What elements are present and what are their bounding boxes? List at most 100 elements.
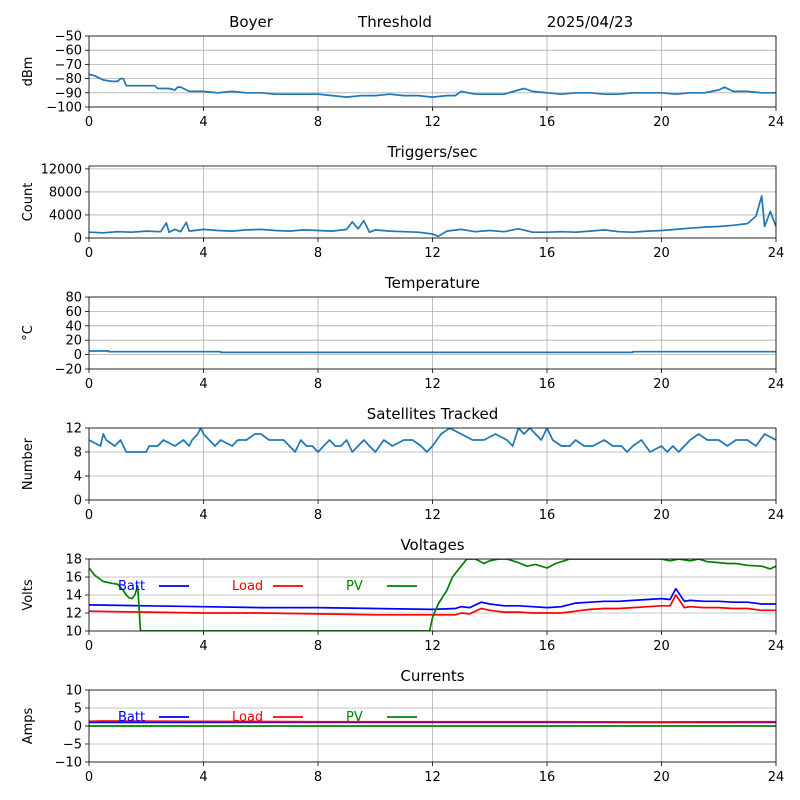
x-tick-label: 0 xyxy=(85,115,93,130)
header-label: Threshold xyxy=(357,13,432,31)
x-tick-label: 0 xyxy=(85,246,93,261)
x-tick-label: 16 xyxy=(539,246,556,261)
series-line-pv xyxy=(89,559,776,631)
panel-triggers: 0 4 8 12 16 20 24 0 4000 8000 12000 Triggers/sec Cou… xyxy=(21,143,784,261)
x-tick-label: 12 xyxy=(424,246,441,261)
legend-label-load: Load xyxy=(232,579,263,594)
x-tick-label: 12 xyxy=(424,115,441,130)
x-tick-label: 20 xyxy=(653,115,670,130)
plot-frame xyxy=(88,165,777,239)
x-tick-label: 20 xyxy=(653,639,670,654)
series-line-load xyxy=(89,594,776,616)
header-date: 2025/04/23 xyxy=(547,13,633,31)
plot-frame xyxy=(88,35,777,108)
chart-title: Voltages xyxy=(400,536,464,554)
y-axis-label: Count xyxy=(21,183,36,222)
x-tick-label: 16 xyxy=(539,377,556,392)
y-tick-label: 12 xyxy=(65,607,82,622)
plot-frame xyxy=(88,427,777,501)
x-tick-label: 4 xyxy=(199,770,207,785)
y-tick-label: 20 xyxy=(65,334,82,349)
x-tick-label: 12 xyxy=(424,508,441,523)
y-tick-label: −20 xyxy=(55,363,82,378)
x-tick-label: 16 xyxy=(539,639,556,654)
chart-title: Triggers/sec xyxy=(387,143,478,161)
plot-frame xyxy=(88,558,777,632)
y-axis-label: Volts xyxy=(21,579,36,611)
y-tick-label: 4000 xyxy=(49,208,82,223)
x-tick-label: 8 xyxy=(314,639,322,654)
y-tick-label: 14 xyxy=(65,589,82,604)
y-axis-label: Number xyxy=(21,437,36,490)
x-tick-label: 24 xyxy=(768,377,785,392)
x-tick-label: 20 xyxy=(653,246,670,261)
series-line-load xyxy=(89,720,776,723)
x-tick-label: 24 xyxy=(768,770,785,785)
header-site: Boyer xyxy=(229,13,274,31)
y-tick-label: −90 xyxy=(55,86,82,101)
plot-frame xyxy=(88,689,777,763)
y-tick-label: 12 xyxy=(65,422,82,437)
x-tick-label: 8 xyxy=(314,377,322,392)
legend-label-pv: PV xyxy=(346,710,363,725)
y-tick-label: 4 xyxy=(74,470,82,485)
x-tick-label: 24 xyxy=(768,639,785,654)
series-line xyxy=(89,195,776,238)
chart-title: Currents xyxy=(400,667,464,685)
x-tick-label: 0 xyxy=(85,639,93,654)
x-tick-label: 0 xyxy=(85,770,93,785)
panel-currents: 0 4 8 12 16 20 24 −10 −5 0 5 10 Currents Amps Batt Load… xyxy=(21,667,784,785)
series-line xyxy=(89,428,776,453)
y-axis-label: °C xyxy=(21,325,36,341)
x-tick-label: 12 xyxy=(424,639,441,654)
y-tick-label: 0 xyxy=(74,232,82,247)
panel-voltages: 0 4 8 12 16 20 24 10 12 14 16 18 Voltages Volts Batt Lo… xyxy=(21,536,784,654)
y-tick-label: 10 xyxy=(65,684,82,699)
y-tick-label: −10 xyxy=(55,756,82,771)
x-tick-label: 4 xyxy=(199,115,207,130)
y-tick-label: 0 xyxy=(74,494,82,509)
y-tick-label: 5 xyxy=(74,702,82,717)
legend-label-pv: PV xyxy=(346,579,363,594)
plot-frame xyxy=(88,296,777,370)
panel-satellites: 0 4 8 12 16 20 24 0 4 8 12 Satellites Tracked Number xyxy=(21,405,784,523)
y-tick-label: −100 xyxy=(46,101,82,116)
y-tick-label: 18 xyxy=(65,553,82,568)
y-tick-label: 40 xyxy=(65,319,82,334)
x-tick-label: 8 xyxy=(314,770,322,785)
y-tick-label: 16 xyxy=(65,571,82,586)
x-tick-label: 0 xyxy=(85,508,93,523)
x-tick-label: 8 xyxy=(314,115,322,130)
x-tick-label: 8 xyxy=(314,508,322,523)
x-tick-label: 0 xyxy=(85,377,93,392)
legend-label-batt: Batt xyxy=(118,579,145,594)
y-axis-label: Amps xyxy=(21,707,36,744)
panel-threshold: 0 4 8 12 16 20 24 −100−90−80−70−60−50 dBm xyxy=(21,30,784,131)
y-tick-label: −70 xyxy=(55,58,82,73)
x-tick-label: 12 xyxy=(424,770,441,785)
legend-label-load: Load xyxy=(232,710,263,725)
series-line xyxy=(89,73,776,98)
x-tick-label: 12 xyxy=(424,377,441,392)
y-tick-label: 80 xyxy=(65,291,82,306)
y-tick-label: −50 xyxy=(55,30,82,45)
x-tick-label: 24 xyxy=(768,246,785,261)
x-tick-label: 20 xyxy=(653,377,670,392)
y-tick-label: 0 xyxy=(74,720,82,735)
y-tick-label: 0 xyxy=(74,348,82,363)
y-tick-label: 8 xyxy=(74,446,82,461)
x-tick-label: 4 xyxy=(199,639,207,654)
y-tick-label: −60 xyxy=(55,44,82,59)
series-line xyxy=(89,350,776,354)
x-tick-label: 20 xyxy=(653,770,670,785)
x-tick-label: 8 xyxy=(314,246,322,261)
y-axis-label: dBm xyxy=(21,57,36,87)
x-tick-label: 4 xyxy=(199,246,207,261)
x-tick-label: 24 xyxy=(768,115,785,130)
y-tick-label: 10 xyxy=(65,625,82,640)
y-tick-label: −80 xyxy=(55,72,82,87)
y-tick-label: −5 xyxy=(63,738,82,753)
